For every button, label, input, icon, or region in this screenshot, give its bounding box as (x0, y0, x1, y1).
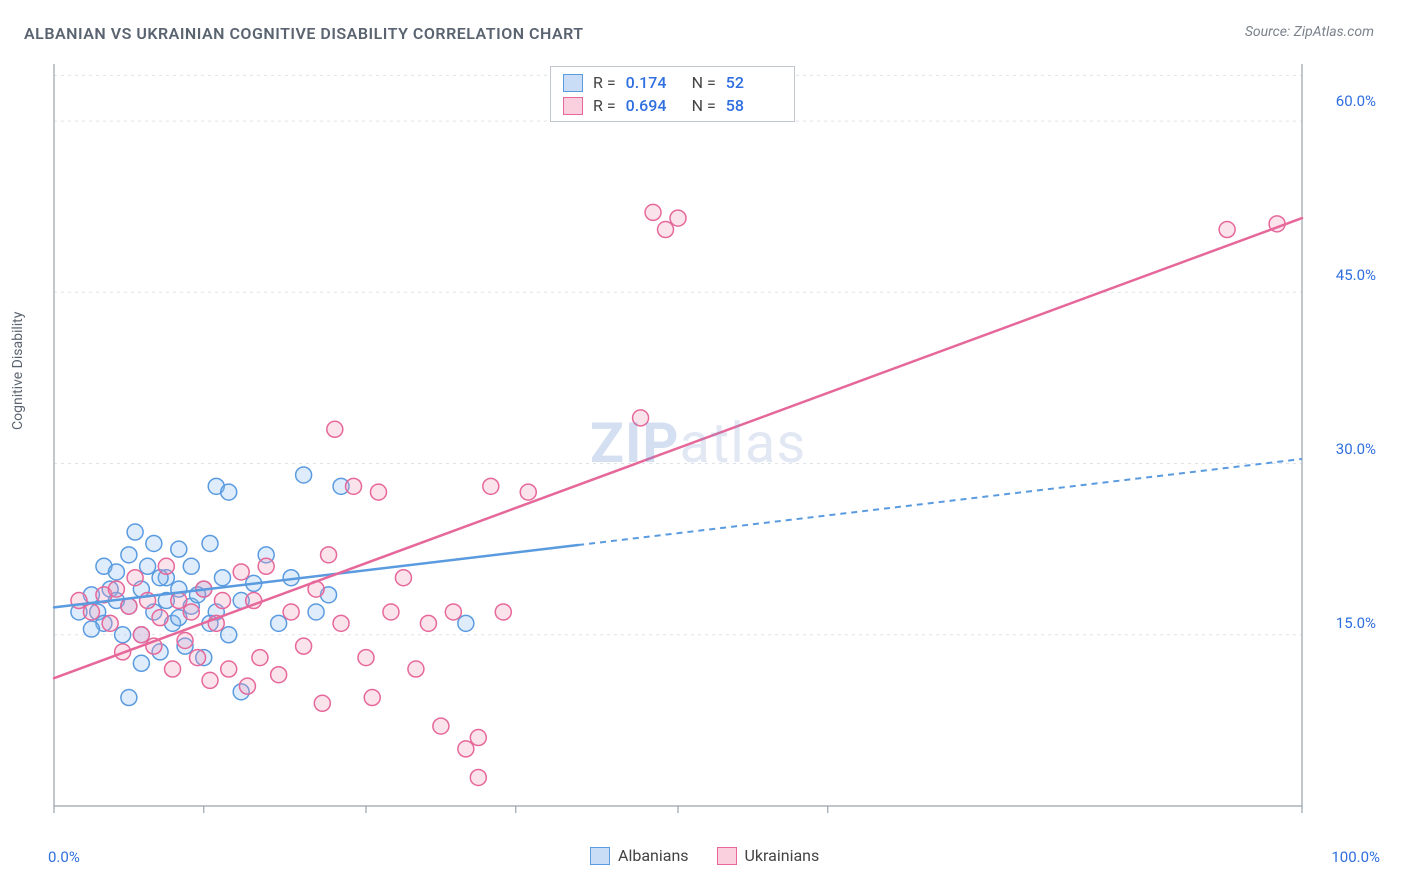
y-axis-label: Cognitive Disability (10, 312, 26, 430)
legend-row-ukrainians: R = 0.694 N = 58 (559, 94, 786, 117)
legend-item-ukrainians: Ukrainians (717, 846, 820, 865)
r-label: R = (593, 96, 616, 115)
swatch-icon (590, 847, 610, 865)
plot-area: ZIPatlas R = 0.174 N = 52 R = 0.694 N = … (50, 60, 1370, 830)
scatter-chart (50, 60, 1370, 830)
chart-title: ALBANIAN VS UKRAINIAN COGNITIVE DISABILI… (24, 24, 584, 43)
source-attribution: Source: ZipAtlas.com (1245, 24, 1374, 40)
legend-item-albanians: Albanians (590, 846, 689, 865)
r-value: 0.174 (626, 73, 682, 92)
n-value: 58 (726, 96, 782, 115)
y-tick-30: 30.0% (1336, 440, 1376, 458)
legend-label: Ukrainians (745, 846, 820, 865)
n-label: N = (692, 73, 716, 92)
n-label: N = (692, 96, 716, 115)
x-tick-0: 0.0% (48, 848, 80, 866)
y-tick-60: 60.0% (1336, 92, 1376, 110)
legend-series: Albanians Ukrainians (590, 846, 819, 865)
swatch-icon (563, 97, 583, 115)
legend-label: Albanians (618, 846, 689, 865)
legend-row-albanians: R = 0.174 N = 52 (559, 71, 786, 94)
y-tick-15: 15.0% (1336, 614, 1376, 632)
legend-correlation: R = 0.174 N = 52 R = 0.694 N = 58 (550, 66, 795, 122)
r-value: 0.694 (626, 96, 682, 115)
y-tick-45: 45.0% (1336, 266, 1376, 284)
n-value: 52 (726, 73, 782, 92)
swatch-icon (563, 74, 583, 92)
r-label: R = (593, 73, 616, 92)
swatch-icon (717, 847, 737, 865)
x-tick-100: 100.0% (1331, 848, 1380, 866)
